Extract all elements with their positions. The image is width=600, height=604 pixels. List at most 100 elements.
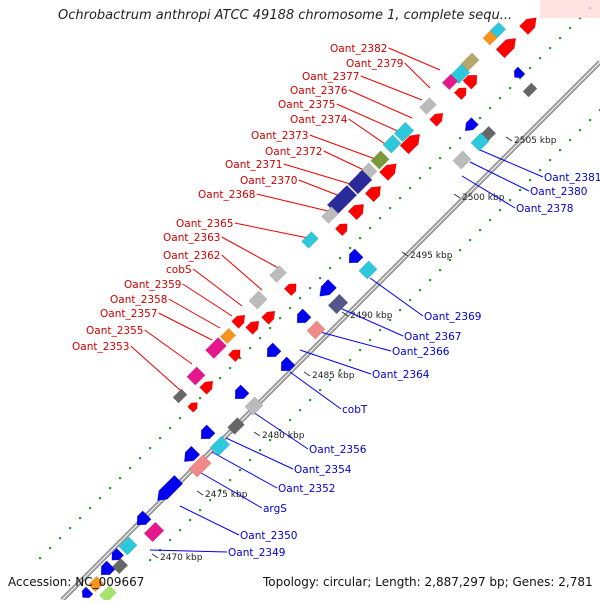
dotted-guide-left: [179, 417, 182, 420]
dotted-guide-left: [79, 517, 82, 520]
dotted-guide-right: [519, 189, 522, 192]
gene-label-left: Oant_2353: [72, 341, 129, 353]
dotted-guide-right: [569, 139, 572, 142]
feature-block-forward: [187, 402, 198, 413]
leader-line-left: [168, 298, 221, 329]
dotted-guide-right: [219, 489, 222, 492]
scale-label: 2470 kbp: [160, 553, 203, 563]
dotted-guide-left: [109, 487, 112, 490]
scale-label: 2485 kbp: [312, 371, 355, 381]
gene-label-left: Oant_2358: [110, 294, 167, 306]
gene-label-right: argS: [263, 503, 287, 515]
feature-block-reverse: [470, 132, 490, 152]
dotted-guide-right: [149, 559, 152, 562]
gene-label-left: Oant_2376: [290, 85, 348, 97]
feature-block-reverse: [184, 445, 201, 462]
dotted-guide-right: [209, 499, 212, 502]
gene-label-left: Oant_2373: [251, 130, 308, 142]
dotted-guide-left: [359, 237, 362, 240]
leader-line-left: [336, 103, 401, 133]
feature-block-reverse: [452, 150, 472, 170]
dotted-guide-right: [589, 119, 592, 122]
dotted-guide-left: [569, 27, 572, 30]
leader-line-left: [404, 62, 431, 89]
feature-block-reverse: [111, 547, 125, 561]
genome-summary: Topology: circular; Length: 2,887,297 bp…: [263, 575, 593, 589]
dotted-guide-left: [409, 187, 412, 190]
feature-block-reverse: [244, 396, 264, 416]
dotted-guide-left: [149, 447, 152, 450]
dotted-guide-left: [299, 297, 302, 300]
map-title: Ochrobactrum anthropi ATCC 49188 chromos…: [58, 8, 513, 23]
scale-label: 2495 kbp: [410, 251, 453, 261]
dotted-guide-left: [519, 77, 522, 80]
feature-block-reverse: [234, 384, 250, 400]
scale-tick: [401, 251, 409, 257]
feature-block-reverse: [319, 279, 337, 297]
feature-block-reverse: [81, 586, 94, 599]
dotted-guide-right: [269, 439, 272, 442]
dotted-guide-left: [389, 207, 392, 210]
dotted-guide-left: [119, 477, 122, 480]
dotted-guide-left: [239, 357, 242, 360]
dotted-guide-right: [449, 259, 452, 262]
leader-line-right: [369, 277, 424, 317]
dotted-guide-left: [249, 347, 252, 350]
dotted-guide-right: [359, 349, 362, 352]
dotted-guide-left: [529, 67, 532, 70]
gene-label-left: Oant_2365: [176, 218, 233, 230]
leader-line-left: [360, 75, 423, 101]
feature-block-forward: [399, 133, 421, 155]
dotted-guide-right: [339, 369, 342, 372]
dotted-guide-right: [469, 239, 472, 242]
leader-line-right: [211, 451, 278, 489]
feature-block-forward: [245, 320, 260, 335]
dotted-guide-right: [289, 419, 292, 422]
feature-block-forward: [462, 74, 478, 90]
dotted-guide-left: [59, 537, 62, 540]
dotted-guide-right: [199, 509, 202, 512]
gene-label-right: Oant_2366: [392, 346, 450, 358]
dotted-guide-right: [559, 149, 562, 152]
feature-block-reverse: [306, 320, 326, 340]
dotted-guide-right: [429, 279, 432, 282]
feature-block-forward: [453, 87, 467, 101]
dotted-guide-right: [419, 289, 422, 292]
dotted-guide-left: [549, 47, 552, 50]
feature-block-forward: [429, 112, 444, 127]
scale-tick: [505, 136, 513, 142]
leader-line-left: [144, 329, 193, 365]
gene-label-left: Oant_2355: [86, 325, 143, 337]
feature-block-forward: [283, 283, 297, 297]
leader-line-right: [149, 549, 228, 553]
feature-block-forward: [393, 121, 415, 143]
feature-block-forward: [382, 134, 402, 154]
feature-block-forward: [199, 380, 214, 395]
leader-line-left: [348, 89, 413, 119]
scale-label: 2490 kbp: [350, 311, 393, 321]
dotted-guide-right: [169, 539, 172, 542]
dotted-guide-right: [229, 479, 232, 482]
dotted-guide-right: [189, 519, 192, 522]
feature-block-forward: [370, 150, 390, 170]
leader-line-left: [256, 193, 333, 213]
leader-line-right: [299, 349, 372, 375]
dotted-guide-left: [309, 287, 312, 290]
dotted-guide-right: [579, 129, 582, 132]
scale-label: 2475 kbp: [205, 490, 248, 500]
gene-label-left: Oant_2368: [198, 189, 255, 201]
dotted-guide-left: [339, 257, 342, 260]
dotted-guide-left: [439, 157, 442, 160]
gene-label-right: Oant_2364: [372, 369, 430, 381]
dotted-guide-right: [259, 449, 262, 452]
leader-line-right: [289, 371, 342, 410]
dotted-guide-left: [369, 227, 372, 230]
gene-label-left: Oant_2377: [302, 71, 359, 83]
scale-tick: [196, 490, 204, 496]
scale-tick: [253, 431, 261, 437]
dotted-guide-right: [539, 169, 542, 172]
gene-label-right: Oant_2378: [516, 203, 573, 215]
gene-label-left: Oant_2372: [265, 146, 322, 158]
